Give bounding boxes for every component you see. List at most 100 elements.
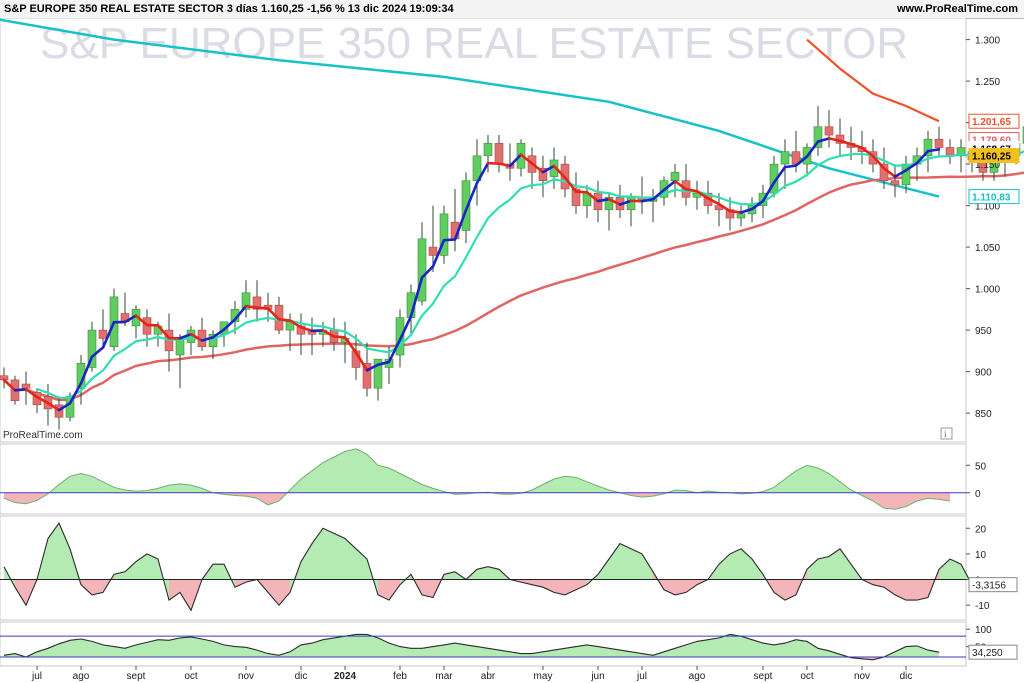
candle[interactable] bbox=[87, 329, 97, 368]
candle[interactable] bbox=[461, 180, 471, 231]
candle[interactable] bbox=[626, 197, 636, 211]
candle[interactable] bbox=[395, 317, 405, 356]
candle[interactable] bbox=[923, 138, 933, 157]
stochastic-axis-label: 100 bbox=[975, 625, 992, 636]
macd-area-segment bbox=[15, 492, 26, 504]
stochastic-area-segment bbox=[147, 639, 158, 658]
stochastic-area-segment bbox=[400, 646, 411, 658]
macd-area-segment bbox=[191, 485, 202, 493]
stochastic-area-segment bbox=[631, 651, 642, 658]
trend-line-segment bbox=[442, 238, 457, 242]
trend-line-segment bbox=[277, 318, 292, 322]
candle[interactable] bbox=[373, 358, 383, 389]
macd-area-segment bbox=[587, 481, 598, 493]
stochastic-area-segment bbox=[587, 644, 598, 658]
macd-area-segment bbox=[345, 448, 356, 493]
macd-area-segment bbox=[70, 473, 81, 493]
site-link[interactable]: www.ProRealTime.com bbox=[896, 3, 1018, 15]
candle[interactable] bbox=[813, 126, 823, 148]
candle[interactable] bbox=[945, 147, 955, 157]
candle[interactable] bbox=[439, 213, 449, 256]
candle[interactable] bbox=[538, 167, 548, 181]
stochastic-area-segment bbox=[224, 644, 235, 658]
oscillator-area-segment bbox=[114, 571, 125, 580]
stochastic-area-segment bbox=[422, 646, 433, 658]
candle[interactable] bbox=[934, 138, 944, 148]
stochastic-area-segment bbox=[664, 648, 675, 658]
oscillator-area-segment bbox=[752, 559, 763, 580]
stochastic-area-segment bbox=[136, 642, 147, 658]
trend-line-segment bbox=[860, 146, 875, 158]
long-moving-average-line bbox=[3, 171, 1024, 402]
stochastic-area-segment bbox=[895, 646, 906, 658]
candle[interactable] bbox=[901, 163, 911, 186]
stochastic-area-segment bbox=[576, 644, 587, 658]
oscillator-axis-label: 10 bbox=[975, 550, 987, 561]
stochastic-area-segment bbox=[741, 636, 752, 658]
candle[interactable] bbox=[417, 238, 427, 302]
macd-area-segment bbox=[158, 485, 169, 493]
candle[interactable] bbox=[241, 292, 251, 310]
trend-line-segment bbox=[695, 189, 710, 200]
trend-line-segment bbox=[24, 387, 39, 399]
candle[interactable] bbox=[780, 151, 790, 165]
trend-line-segment bbox=[882, 167, 897, 178]
candle[interactable] bbox=[824, 126, 834, 136]
trend-line-segment bbox=[156, 324, 171, 340]
stochastic-area-segment bbox=[378, 637, 389, 658]
candle[interactable] bbox=[483, 143, 493, 157]
trend-line-segment bbox=[376, 360, 391, 367]
trend-line-segment bbox=[101, 320, 116, 349]
candle[interactable] bbox=[571, 188, 581, 206]
trend-line-segment bbox=[838, 139, 853, 146]
info-icon-label: i bbox=[944, 429, 947, 439]
trend-line-segment bbox=[409, 276, 424, 318]
candle[interactable] bbox=[428, 246, 438, 256]
oscillator-area-segment bbox=[554, 579, 565, 595]
candle[interactable] bbox=[494, 143, 504, 165]
stochastic-area-segment bbox=[730, 634, 741, 658]
trend-line-segment bbox=[497, 162, 512, 168]
candle[interactable] bbox=[670, 172, 680, 181]
candle[interactable] bbox=[21, 383, 31, 389]
chart-area[interactable]: S&P EUROPE 350 REAL ESTATE SECTOR ProRea… bbox=[0, 18, 1024, 683]
time-axis-label: oct bbox=[184, 671, 198, 682]
candle[interactable] bbox=[252, 296, 262, 310]
stochastic-area-segment bbox=[807, 641, 818, 658]
oscillator-area-segment bbox=[92, 579, 103, 595]
oscillator-area-segment bbox=[389, 579, 400, 601]
trend-line-segment bbox=[46, 401, 61, 412]
price-tag-label: 1.160,25 bbox=[972, 152, 1011, 163]
macd-area-segment bbox=[631, 492, 642, 498]
macd-area-segment bbox=[378, 465, 389, 493]
candle[interactable] bbox=[175, 338, 185, 356]
oscillator-area-segment bbox=[939, 559, 950, 580]
chart-watermark: S&P EUROPE 350 REAL ESTATE SECTOR bbox=[40, 19, 908, 68]
candle[interactable] bbox=[362, 362, 372, 389]
info-icon[interactable] bbox=[940, 427, 953, 440]
trend-line-segment bbox=[519, 153, 534, 165]
candle[interactable] bbox=[890, 180, 900, 186]
trend-line-segment bbox=[343, 336, 358, 354]
candle[interactable] bbox=[604, 197, 614, 211]
candle[interactable] bbox=[956, 147, 966, 157]
trend-line-segment bbox=[827, 137, 842, 143]
macd-area-segment bbox=[532, 484, 543, 493]
macd-area-segment bbox=[774, 479, 785, 493]
oscillator-axis-label: 20 bbox=[975, 524, 987, 535]
oscillator-area-segment bbox=[818, 556, 829, 580]
macd-axis-label: 0 bbox=[975, 489, 981, 500]
oscillator-area-segment bbox=[125, 561, 136, 580]
stochastic-area-segment bbox=[488, 648, 499, 658]
trend-line-segment bbox=[849, 142, 864, 150]
stochastic-area-segment bbox=[92, 641, 103, 658]
candle[interactable] bbox=[98, 329, 108, 339]
time-axis-label: jul bbox=[31, 671, 42, 682]
price-axis-label: 1.150 bbox=[975, 160, 1000, 171]
trend-line-segment bbox=[475, 161, 490, 185]
trend-line-segment bbox=[233, 304, 248, 321]
candle[interactable] bbox=[736, 213, 746, 219]
stochastic-area-segment bbox=[367, 634, 378, 658]
candle[interactable] bbox=[208, 333, 218, 347]
trend-line-segment bbox=[662, 179, 677, 192]
